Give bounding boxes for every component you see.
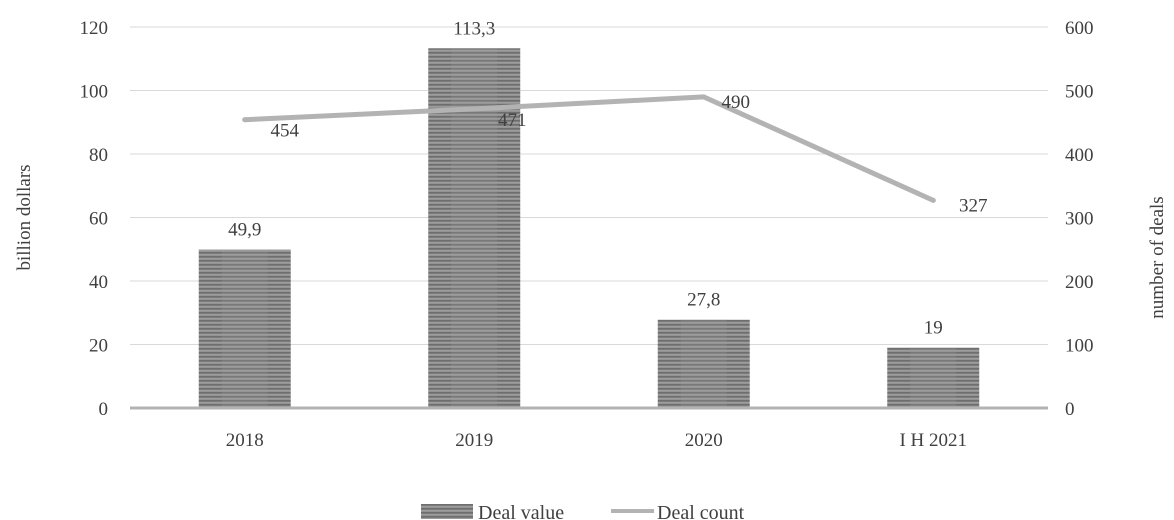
legend-label-deal-count: Deal count [657,502,745,520]
y-tick-label: 80 [89,145,108,166]
y2-tick-label: 600 [1065,18,1094,39]
bar-highlight [451,48,498,409]
y-tick-label: 40 [89,272,108,293]
bar-data-label: 27,8 [687,290,720,311]
bar-highlight [680,319,727,408]
x-tick-label: 2019 [455,430,493,451]
line-point [930,197,936,203]
line-data-label: 454 [271,121,300,142]
y-tick-label: 120 [80,18,109,39]
x-tick-label: I H 2021 [899,430,967,451]
x-tick-label: 2018 [226,430,264,451]
line-point [471,106,477,112]
y2-axis-title: number of deals [1147,196,1168,318]
line-series-path [242,94,936,203]
y-tick-label: 0 [99,399,109,420]
bar-data-label: 49,9 [228,220,261,241]
y2-tick-label: 400 [1065,145,1094,166]
x-tick-label: 2020 [685,430,723,451]
line-point [701,94,707,100]
bar-series [198,48,980,409]
y2-tick-label: 300 [1065,209,1094,230]
bar-highlight [221,249,268,408]
axes: 0 20 40 60 80 100 120 0 100 200 300 400 500 600 2018 20… [14,18,1168,451]
line-series [242,94,936,203]
y2-tick-label: 100 [1065,336,1094,357]
line-data-label: 327 [959,195,988,216]
data-labels: 49,9 113,3 27,8 19 454 471 490 327 [228,18,987,338]
y-tick-label: 100 [80,82,109,103]
y-tick-label: 60 [89,209,108,230]
line-data-label: 471 [498,110,527,131]
bar-highlight [910,347,957,408]
bar-data-label: 19 [924,318,943,339]
legend-swatch-deal-value [421,504,473,519]
y2-tick-label: 0 [1065,399,1075,420]
line-point [242,117,248,123]
bar [657,319,750,408]
bar [198,249,291,408]
y2-tick-label: 500 [1065,82,1094,103]
legend: Deal value Deal count [421,502,745,520]
y-axis-title: billion dollars [14,164,35,270]
bar [887,347,980,408]
bar-data-label: 113,3 [453,18,495,39]
y2-tick-label: 200 [1065,272,1094,293]
legend-label-deal-value: Deal value [478,502,564,520]
y-tick-label: 20 [89,336,108,357]
line-data-label: 490 [722,92,751,113]
